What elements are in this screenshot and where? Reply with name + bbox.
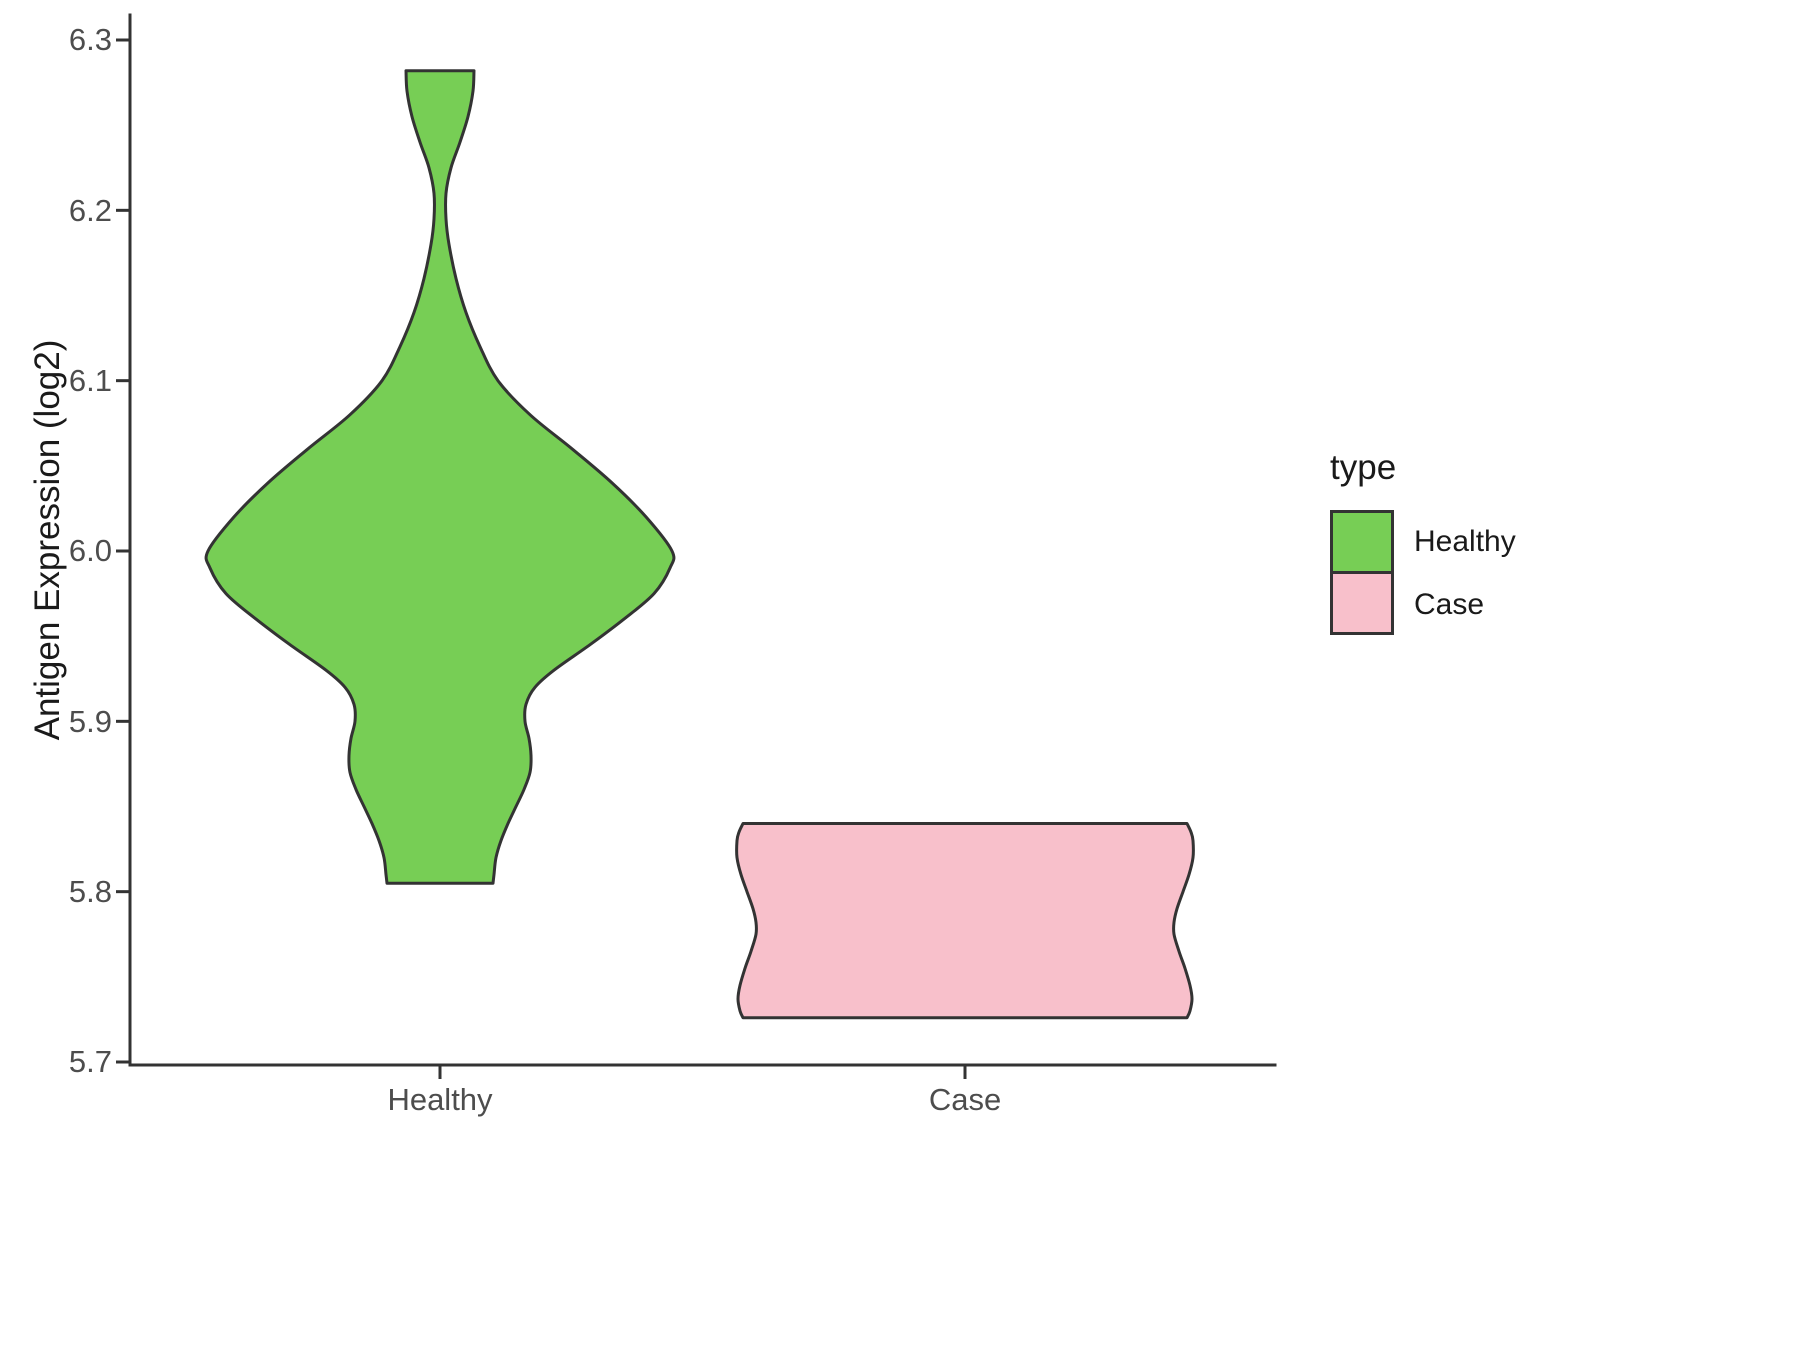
legend-entry-case: Case <box>1330 571 1516 635</box>
y-tick-label: 6.0 <box>68 533 112 568</box>
y-tick-label: 5.9 <box>68 704 112 739</box>
legend-title: type <box>1330 448 1397 487</box>
legend: type Healthy Case <box>1330 448 1516 635</box>
y-tick-label: 6.3 <box>68 22 112 57</box>
y-tick-label: 6.2 <box>68 193 112 228</box>
y-tick-label: 6.1 <box>68 363 112 398</box>
y-tick-label: 5.7 <box>68 1044 112 1079</box>
legend-label-case: Case <box>1414 587 1485 621</box>
legend-label-healthy: Healthy <box>1414 525 1516 558</box>
legend-entry-healthy: Healthy <box>1330 510 1516 574</box>
legend-swatch-case <box>1330 571 1394 635</box>
violin-healthy <box>204 69 676 885</box>
y-tick-label: 5.8 <box>68 874 112 909</box>
violin-case <box>735 822 1195 1020</box>
x-tick-label-case: Case <box>928 1082 1002 1117</box>
legend-swatch-healthy <box>1330 510 1394 574</box>
x-tick-label-healthy: Healthy <box>387 1082 493 1117</box>
